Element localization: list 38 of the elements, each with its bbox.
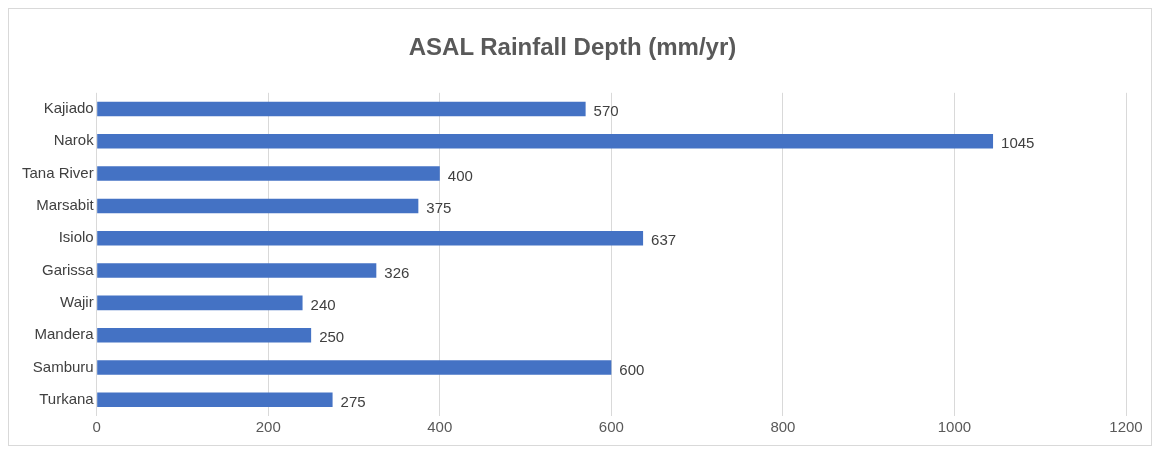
y-tick-label: Isiolo	[58, 228, 94, 246]
bar	[97, 392, 333, 408]
data-label: 326	[384, 263, 410, 281]
x-tick-label: 1000	[937, 418, 972, 436]
chart-title: ASAL Rainfall Depth (mm/yr)	[408, 33, 737, 61]
x-tick-label: 800	[770, 418, 796, 436]
y-tick-label: Samburu	[32, 357, 94, 375]
data-label: 570	[593, 102, 619, 120]
y-tick-label: Tana River	[21, 163, 94, 181]
data-label: 375	[426, 199, 452, 217]
y-tick-label: Turkana	[39, 389, 95, 407]
data-label: 250	[319, 328, 345, 346]
bar	[97, 263, 377, 278]
y-tick-label: Garissa	[42, 260, 95, 278]
data-label: 240	[310, 296, 336, 314]
bar	[97, 198, 419, 214]
bar	[97, 166, 440, 181]
x-tick-label: 600	[598, 418, 624, 436]
x-tick-label: 400	[427, 418, 453, 436]
x-tick-label: 1200	[1109, 418, 1143, 436]
data-label: 1045	[1001, 134, 1035, 152]
bar	[97, 295, 303, 311]
bar	[97, 360, 612, 375]
bar	[97, 134, 994, 149]
y-tick-label: Wajir	[60, 293, 94, 311]
bar	[97, 230, 644, 246]
data-label: 400	[447, 166, 473, 184]
y-tick-label: Narok	[53, 131, 95, 149]
bar	[97, 101, 586, 117]
data-label: 637	[651, 231, 677, 249]
x-tick-label: 200	[255, 418, 281, 436]
y-tick-label: Mandera	[34, 325, 95, 343]
y-tick-label: Kajiado	[43, 99, 94, 117]
data-label: 600	[619, 360, 645, 378]
bar	[97, 327, 312, 343]
y-tick-label: Marsabit	[36, 196, 95, 214]
data-label: 275	[340, 392, 366, 410]
x-tick-label: 0	[92, 418, 101, 436]
